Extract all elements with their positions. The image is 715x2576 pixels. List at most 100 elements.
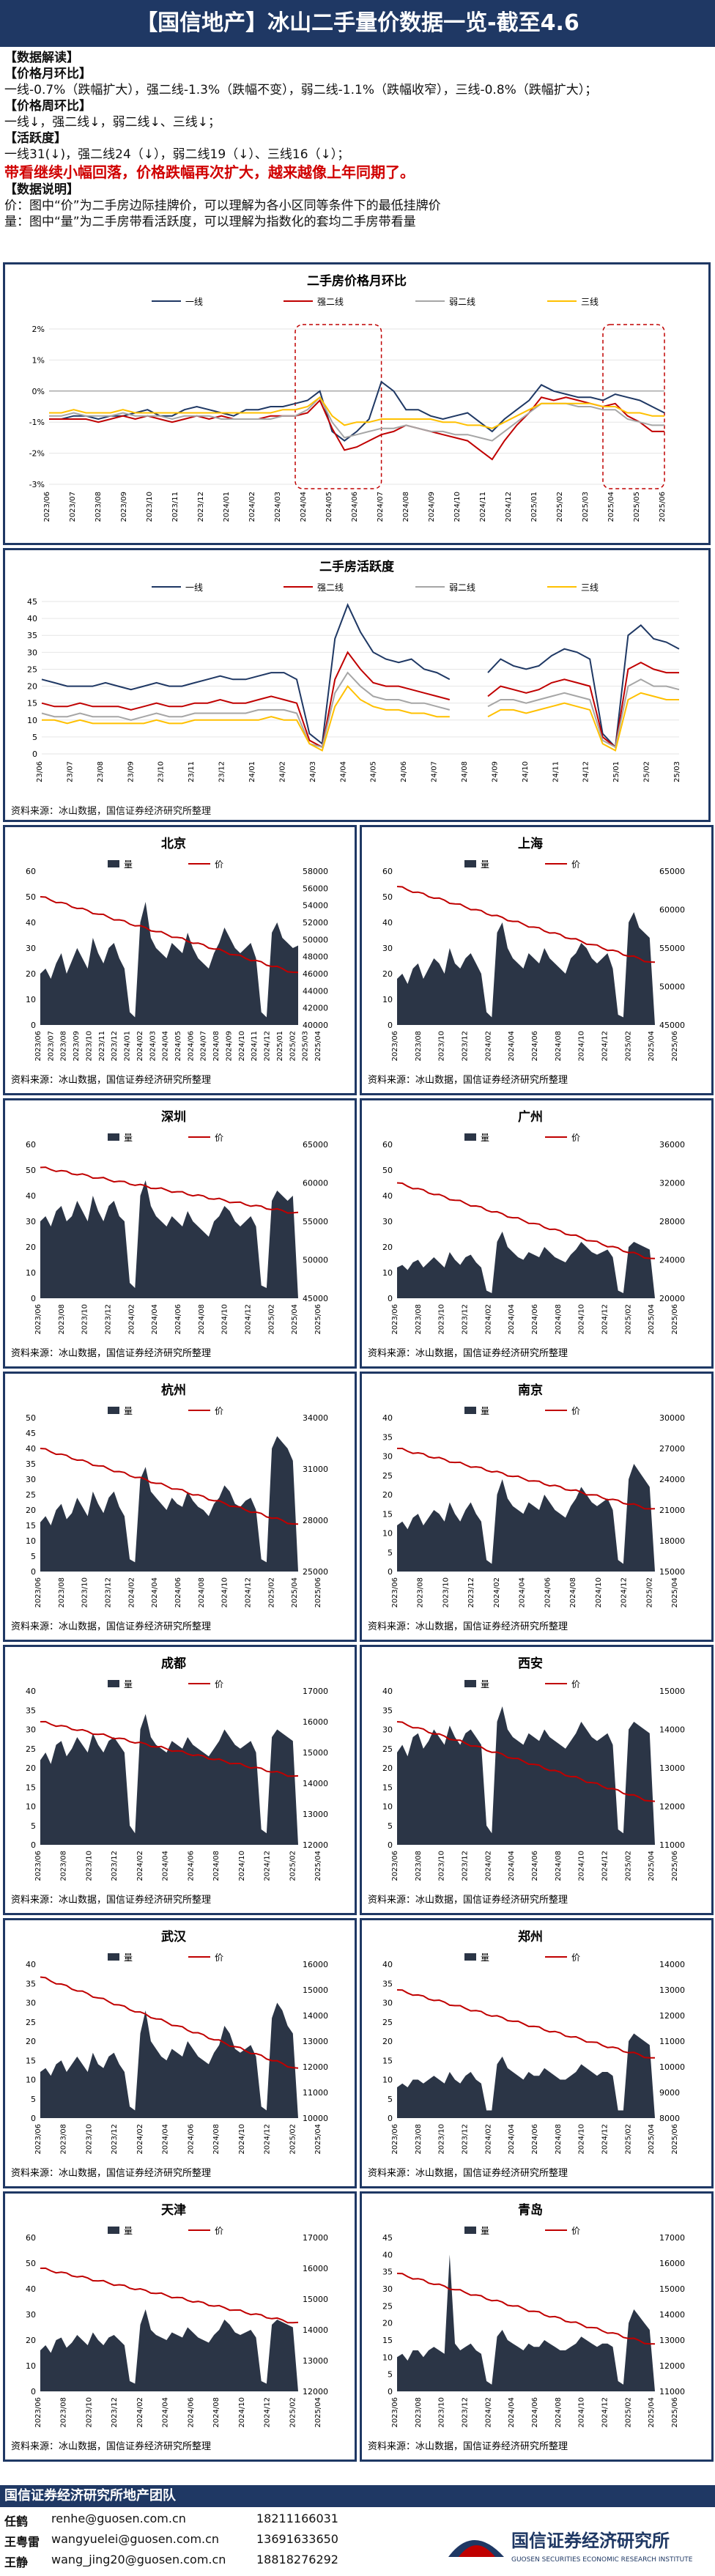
volume-area [397,912,655,1025]
y-right-tick: 15000 [659,1567,685,1577]
volume-area [40,1714,298,1845]
activity-heading: 【活跃度】 [4,131,67,146]
y-right-tick: 28000 [659,1217,685,1226]
volume-area [40,1180,298,1298]
x-tick-label: 2025/06 [671,1851,679,1881]
x-tick-label: 2023/10 [442,1577,450,1608]
y-left-tick: 60 [26,1140,36,1150]
x-tick-label: 2024/02 [136,2397,144,2428]
source-note: 资料来源：冰山数据，国信证券经济研究所整理 [368,1347,568,1359]
y-left-tick: 30 [382,944,393,953]
y-right-tick: 60000 [303,1179,328,1188]
x-tick-label: 2023/10 [438,1304,446,1335]
x-tick-label: 23/11 [188,761,196,782]
y-right-tick: 16000 [303,2264,328,2273]
x-tick-label: 2025/06 [671,2124,679,2155]
city-title: 郑州 [518,1929,543,1944]
legend-vol-swatch [464,860,476,867]
x-tick-label: 24/01 [248,761,256,782]
y-right-tick: 15000 [303,2295,328,2304]
city-title: 成都 [161,1656,186,1671]
y-right-tick: 15000 [659,2284,685,2294]
x-tick-label: 2024/04 [162,1031,170,1062]
x-tick-label: 2023/08 [60,1031,68,1062]
x-tick-label: 2024/02 [484,1031,492,1062]
price-line [396,1182,656,1259]
legend-vol-swatch [108,860,119,867]
y-right-tick: 9000 [659,2088,680,2098]
x-tick-label: 23/07 [66,761,74,782]
member-name: 王静 [4,2555,29,2569]
x-tick-label: 2023/10 [81,1304,89,1335]
footer: 国信证券经济研究所地产团队 任鹤 renhe@guosen.com.cn 18211… [0,2485,715,2576]
city-panel-8: 武汉量 价 40 35 30 25 20 15 10 5 0 16000 15000 14000 13000… [3,1918,357,2188]
city-panel-5: 南京量 价 40 35 30 25 20 15 10 5 0 30000 27000 24000 21000… [360,1372,714,1642]
x-tick-label: 2024/08 [198,1304,206,1335]
y-left-tick: 40 [382,918,393,928]
member-phone: 18211166031 [256,2512,338,2525]
y-left-tick: 10 [382,1802,393,1812]
x-tick-label: 2023/09 [73,1031,81,1062]
legend-price-label: 价 [215,1679,223,1689]
x-tick-label: 2023/10 [438,1851,446,1881]
x-tick-label: 2024/08 [555,2397,563,2428]
x-tick-label: 2023/08 [415,1031,423,1062]
y-left-tick: 10 [382,995,393,1004]
source-note: 资料来源：冰山数据，国信证券经济研究所整理 [11,2167,211,2179]
legend-label: 三线 [581,297,599,307]
price-line [40,1976,299,2069]
legend-vol-swatch [108,1407,119,1414]
x-tick-label: 2024/10 [238,1031,246,1062]
y-left-tick: 20 [382,1763,393,1773]
x-tick-label: 2024/12 [264,2124,272,2155]
x-tick-label: 2023/12 [111,1851,119,1881]
y-left-tick: 40 [26,1191,36,1201]
x-tick-label: 2024/12 [505,492,513,522]
y-right-tick: 45000 [659,1021,685,1030]
x-tick-label: 2024/02 [484,2124,492,2155]
x-tick-label: 2025/02 [624,1031,632,1062]
y-left-tick: 40 [382,1687,393,1696]
y-right-tick: 34000 [303,1413,328,1423]
series-line-三线 [49,396,664,429]
y-left-tick: 10 [26,1536,36,1546]
y-right-tick: 14000 [303,2325,328,2335]
city-title: 青岛 [518,2202,543,2218]
y-left-tick: 5 [388,1548,393,1558]
x-tick-label: 2024/10 [221,1304,229,1335]
x-tick-label: 2024/02 [484,1304,492,1335]
mom-heading: 【价格月环比】 [4,67,92,81]
legend-price-label: 价 [215,1953,223,1963]
city-title: 深圳 [161,1109,186,1125]
x-tick-label: 2024/03 [274,492,282,522]
source-note: 资料来源：冰山数据，国信证券经济研究所整理 [11,1894,211,1906]
x-tick-label: 2023/06 [391,1031,399,1062]
x-tick-label: 24/02 [278,761,286,782]
x-tick-label: 24/03 [309,761,317,782]
y-right-tick: 12000 [303,2062,328,2072]
city-panel-6: 成都量 价 40 35 30 25 20 15 10 5 0 17000 16000 15000 14000… [3,1645,357,1915]
y-left-tick: 40 [382,1191,393,1201]
y-left-tick: 40 [382,1960,393,1969]
x-tick-label: 2024/06 [531,1304,539,1335]
x-tick-label: 2023/12 [111,2397,119,2428]
y-right-tick: 28000 [303,1516,328,1525]
city-title: 西安 [518,1656,543,1671]
city-chart: 成都量 价 40 35 30 25 20 15 10 5 0 17000 16000 15000 14000… [11,1656,328,1906]
x-tick-label: 2023/10 [438,1031,446,1062]
x-tick-label: 2025/02 [267,1577,275,1608]
x-tick-label: 2024/05 [174,1031,182,1062]
x-tick-label: 2024/12 [601,1304,610,1335]
y-right-tick: 31000 [303,1465,328,1474]
legend-price-label: 价 [215,1406,223,1416]
x-tick-label: 23/06 [36,761,44,782]
city-chart: 青岛量 价 45 40 35 30 25 20 15 10 5 0 17000 16000 15000 140… [368,2202,685,2452]
y-tick-label: 20 [27,682,37,692]
y-right-tick: 24000 [659,1256,685,1265]
y-tick-label: 30 [27,648,37,657]
y-right-tick: 12000 [303,1840,328,1850]
y-tick-label: 2% [32,325,45,334]
x-tick-label: 2024/04 [162,1851,170,1881]
x-tick-label: 2024/04 [300,492,308,522]
x-tick-label: 2024/09 [428,492,436,522]
